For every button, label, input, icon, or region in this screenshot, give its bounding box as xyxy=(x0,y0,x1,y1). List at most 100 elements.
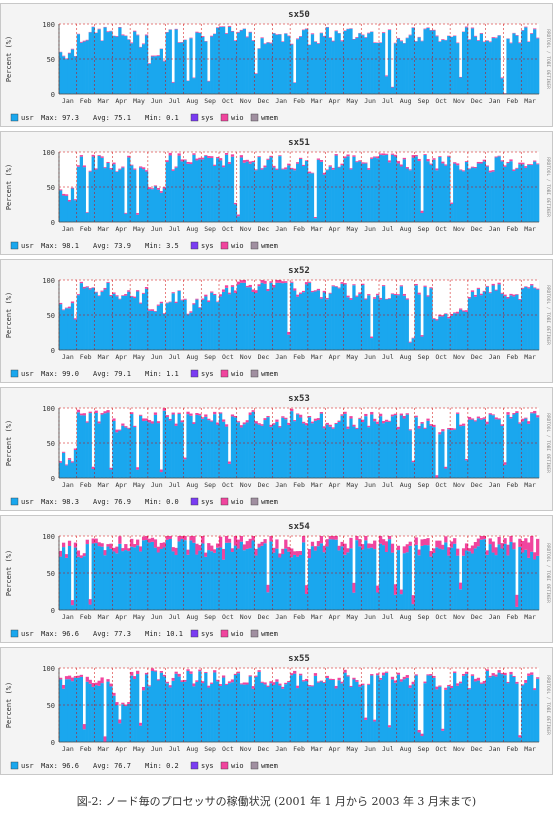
usr-bar xyxy=(426,675,430,742)
usr-bar xyxy=(506,163,510,222)
wio-bar xyxy=(506,412,510,415)
wio-bar xyxy=(301,164,306,167)
usr-bar xyxy=(349,28,353,94)
usr-bar xyxy=(248,32,252,94)
legend-swatch-usr xyxy=(10,497,19,506)
usr-bar xyxy=(373,421,377,478)
x-tick-label: Sep xyxy=(418,97,430,105)
usr-bar xyxy=(491,285,495,350)
wio-bar xyxy=(456,42,460,44)
usr-bar xyxy=(260,169,264,222)
usr-bar xyxy=(127,157,131,222)
usr-bar xyxy=(331,539,335,610)
wio-bar xyxy=(488,41,492,43)
wio-bar xyxy=(370,157,374,159)
usr-bar xyxy=(180,42,184,94)
usr-bar xyxy=(227,463,232,478)
wio-bar xyxy=(97,295,101,297)
usr-bar xyxy=(251,291,255,350)
legend-label-wmem: wmem xyxy=(261,762,278,770)
wio-bar xyxy=(384,75,389,77)
wio-bar xyxy=(195,413,199,415)
wio-bar xyxy=(260,168,264,170)
wio-bar xyxy=(470,674,475,676)
usr-bar xyxy=(358,418,362,478)
wio-bar xyxy=(290,673,294,676)
wio-bar xyxy=(444,687,448,690)
usr-bar xyxy=(171,293,175,350)
wio-bar xyxy=(177,412,181,414)
usr-bar xyxy=(144,674,149,742)
wio-bar xyxy=(207,418,211,421)
wio-bar xyxy=(147,420,152,423)
wio-bar xyxy=(186,669,190,671)
usr-bar xyxy=(162,313,166,350)
usr-bar xyxy=(118,543,122,610)
usr-bar xyxy=(494,419,498,478)
wio-bar xyxy=(479,33,484,34)
wio-bar xyxy=(450,541,454,548)
usr-bar xyxy=(124,706,128,742)
wio-bar xyxy=(97,421,101,424)
wio-bar xyxy=(435,686,439,690)
usr-bar xyxy=(393,415,398,478)
usr-bar xyxy=(180,681,184,742)
usr-bar xyxy=(204,416,208,478)
wio-bar xyxy=(500,160,504,162)
usr-bar xyxy=(515,294,519,350)
wio-bar xyxy=(121,166,125,168)
x-tick-label: Sep xyxy=(204,745,216,753)
wio-bar xyxy=(147,538,152,543)
wio-bar xyxy=(420,539,424,546)
legend-label-sys: sys xyxy=(201,370,214,378)
x-tick-label: Mar xyxy=(311,745,323,753)
usr-bar xyxy=(328,293,332,350)
usr-bar xyxy=(186,314,190,350)
wio-bar xyxy=(470,166,475,168)
usr-bar xyxy=(136,35,140,94)
wio-bar xyxy=(367,32,371,34)
usr-bar xyxy=(479,295,484,350)
usr-bar xyxy=(159,303,164,350)
usr-bar xyxy=(450,547,454,610)
usr-bar xyxy=(88,604,92,610)
wio-bar xyxy=(59,302,63,305)
usr-bar xyxy=(130,414,134,478)
wio-bar xyxy=(204,552,208,557)
wio-bar xyxy=(411,337,415,339)
x-tick-label: Nov xyxy=(240,353,252,361)
wio-bar xyxy=(171,677,175,681)
wio-bar xyxy=(352,155,356,157)
usr-bar xyxy=(269,541,273,610)
wio-bar xyxy=(476,287,481,289)
wio-bar xyxy=(438,540,442,549)
usr-bar xyxy=(251,40,255,94)
usr-bar xyxy=(408,545,412,610)
wio-bar xyxy=(97,28,101,30)
wio-bar xyxy=(136,467,140,470)
usr-bar xyxy=(506,683,510,742)
usr-bar xyxy=(438,41,442,94)
usr-bar xyxy=(76,677,81,742)
usr-bar xyxy=(91,468,95,478)
wio-bar xyxy=(319,412,324,414)
usr-bar xyxy=(124,427,128,478)
x-tick-label: Nov xyxy=(453,353,465,361)
usr-bar xyxy=(408,170,412,222)
usr-bar xyxy=(450,430,454,478)
usr-bar xyxy=(201,418,205,478)
wio-bar xyxy=(518,422,522,424)
usr-bar xyxy=(219,413,223,478)
usr-bar xyxy=(482,291,486,350)
wio-bar xyxy=(414,284,418,286)
wio-bar xyxy=(177,153,181,156)
usr-bar xyxy=(381,675,386,742)
wio-bar xyxy=(281,548,285,555)
wio-bar xyxy=(91,538,95,544)
usr-bar xyxy=(331,286,335,350)
usr-bar xyxy=(503,675,507,742)
usr-bar xyxy=(473,36,478,94)
wio-bar xyxy=(346,426,350,429)
usr-bar xyxy=(331,679,335,742)
wio-bar xyxy=(115,295,119,297)
